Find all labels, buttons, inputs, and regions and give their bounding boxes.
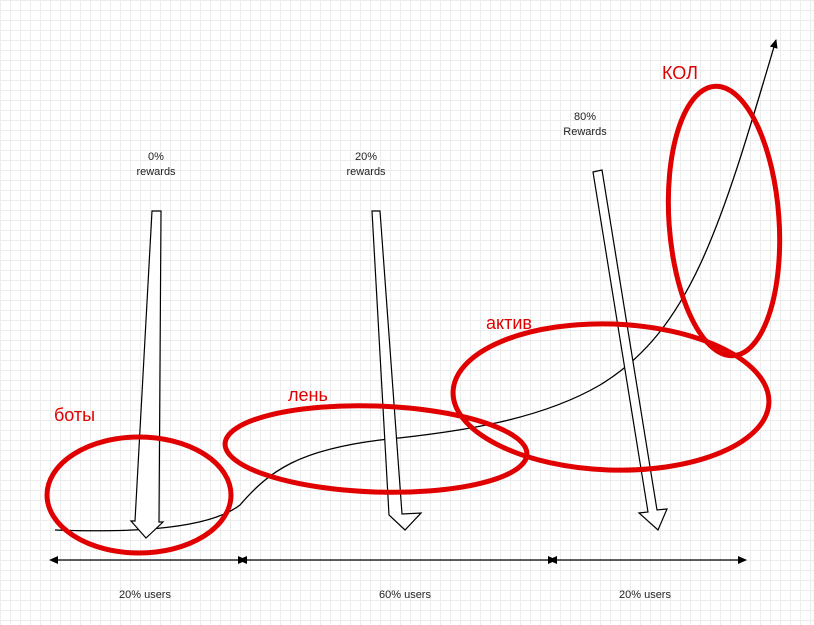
- reward-label-20: 20% rewards: [336, 150, 396, 180]
- reward-label-80-pct: 80%: [573, 111, 597, 123]
- reward-label-80: 80% Rewards: [555, 110, 615, 140]
- bots-ellipse: [44, 434, 234, 556]
- users-label-3: 20% users: [619, 589, 671, 601]
- group-label-bots: боты: [54, 405, 96, 425]
- group-label-lazy: лень: [288, 385, 328, 405]
- reward-label-0-pct: 0%: [148, 151, 164, 163]
- users-label-2: 60% users: [379, 589, 431, 601]
- reward-label-80-text: Rewards: [563, 126, 607, 138]
- active-ellipse: [450, 321, 772, 473]
- reward-label-0-text: rewards: [136, 166, 176, 178]
- reward-arrow-80: [592, 169, 668, 532]
- reward-arrow-20: [371, 210, 423, 531]
- kol-ellipse: [665, 83, 783, 359]
- reward-label-20-text: rewards: [346, 166, 386, 178]
- lazy-ellipse: [222, 403, 530, 495]
- users-label-1: 20% users: [119, 589, 171, 601]
- group-label-active: актив: [486, 313, 532, 333]
- growth-curve: [54, 39, 778, 532]
- group-label-kol: КОЛ: [662, 63, 698, 83]
- reward-label-20-pct: 20%: [354, 151, 378, 163]
- reward-label-0: 0% rewards: [126, 150, 186, 180]
- reward-arrow-0: [129, 210, 165, 539]
